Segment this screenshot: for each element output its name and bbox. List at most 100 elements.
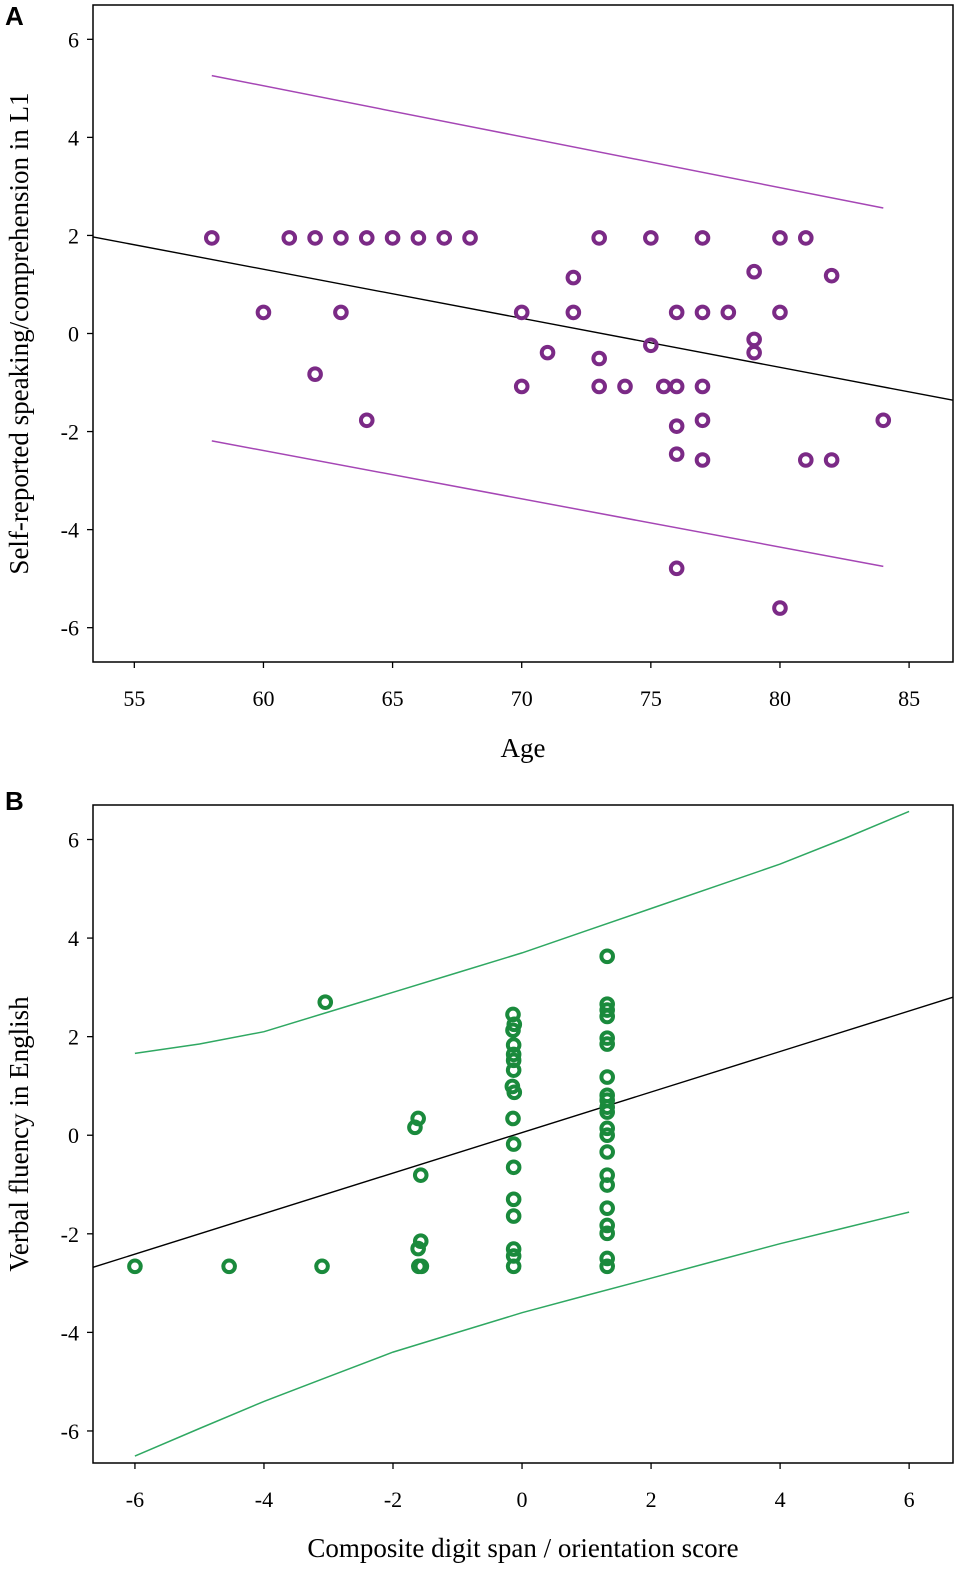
data-point <box>599 1069 615 1085</box>
data-point <box>599 1258 615 1275</box>
x-axis-label: Composite digit span / orientation score <box>307 1533 738 1563</box>
data-point <box>358 412 375 429</box>
data-point <box>720 304 737 321</box>
data-point <box>599 1120 615 1137</box>
data-point <box>333 304 349 321</box>
plot-frame <box>92 804 954 1464</box>
data-point <box>617 378 633 395</box>
regression-line <box>92 996 954 1268</box>
data-point <box>599 1127 615 1144</box>
lower-prediction-band <box>211 440 884 568</box>
data-point <box>505 1159 522 1176</box>
data-point <box>384 230 401 246</box>
data-point <box>413 1258 430 1275</box>
upper-prediction-band <box>211 74 884 209</box>
data-point <box>599 1217 615 1234</box>
x-tick-label: 55 <box>123 686 145 711</box>
data-point <box>314 1258 330 1275</box>
data-point <box>505 1208 522 1224</box>
y-tick-label: 6 <box>68 828 79 853</box>
data-point <box>694 378 711 395</box>
data-point <box>407 1119 423 1136</box>
data-point <box>505 1191 522 1208</box>
data-point <box>307 230 323 246</box>
data-point <box>410 1240 426 1257</box>
data-point <box>772 600 788 616</box>
x-tick-label: 4 <box>775 1487 786 1512</box>
data-point <box>599 1002 615 1018</box>
data-point <box>772 230 788 246</box>
data-point <box>668 378 685 395</box>
data-point <box>668 304 685 321</box>
data-point <box>655 378 672 395</box>
data-point <box>333 230 349 246</box>
data-point <box>599 1250 615 1267</box>
data-point <box>505 1241 522 1257</box>
data-point <box>317 994 334 1010</box>
x-tick-label: 65 <box>382 686 404 711</box>
data-point <box>565 304 582 321</box>
data-point <box>307 366 323 382</box>
data-point <box>281 230 298 246</box>
data-point <box>823 452 840 468</box>
x-tick-label: 2 <box>646 1487 657 1512</box>
data-point <box>591 378 607 395</box>
y-axis-label: Verbal fluency in English <box>4 996 34 1272</box>
data-point <box>797 230 814 246</box>
data-point <box>599 1144 615 1160</box>
data-point <box>505 1258 522 1275</box>
data-point <box>513 378 530 395</box>
panel-label: A <box>5 1 24 31</box>
data-point <box>694 452 711 468</box>
data-point <box>505 1046 522 1063</box>
data-point <box>599 1225 615 1242</box>
y-tick-label: 4 <box>68 125 79 150</box>
data-point <box>565 269 582 286</box>
data-point <box>643 337 659 354</box>
x-tick-label: 75 <box>640 686 662 711</box>
x-tick-label: 6 <box>904 1487 915 1512</box>
data-point <box>746 344 762 361</box>
lower-prediction-band <box>134 1211 910 1457</box>
y-tick-label: 2 <box>68 1025 79 1050</box>
x-tick-label: 0 <box>517 1487 528 1512</box>
data-point <box>505 1062 522 1078</box>
data-point <box>668 418 685 434</box>
data-point <box>539 344 556 361</box>
data-point <box>221 1258 237 1275</box>
x-tick-label: -4 <box>255 1487 273 1512</box>
chart-panel-a: A 55 60 65 70 75 80 85 -6 -4 -2 0 2 4 6 Age Self-reporte… <box>4 1 954 763</box>
data-point <box>591 230 607 246</box>
y-tick-label: 0 <box>68 322 79 347</box>
data-point <box>410 230 427 246</box>
data-point <box>591 350 607 367</box>
data-point <box>599 1177 615 1193</box>
data-point <box>668 446 685 462</box>
x-tick-label: 85 <box>898 686 920 711</box>
data-point <box>694 304 711 321</box>
data-point <box>746 263 762 280</box>
x-tick-label: 80 <box>769 686 791 711</box>
data-point <box>505 1037 522 1053</box>
data-point <box>462 230 478 246</box>
data-point <box>358 230 375 246</box>
data-point <box>599 1200 615 1216</box>
plot-frame <box>92 4 954 663</box>
y-tick-label: -6 <box>61 616 79 641</box>
y-tick-label: 0 <box>68 1123 79 1148</box>
y-tick-label: -4 <box>61 1320 79 1345</box>
data-point <box>823 267 840 284</box>
data-point <box>505 1136 522 1152</box>
y-tick-label: -6 <box>61 1419 79 1444</box>
data-point <box>412 1167 429 1183</box>
data-point <box>643 230 659 246</box>
data-point <box>668 560 685 577</box>
y-tick-label: 2 <box>68 223 79 248</box>
data-point <box>127 1258 143 1275</box>
x-tick-label: -6 <box>126 1487 144 1512</box>
x-tick-label: -2 <box>384 1487 402 1512</box>
y-tick-label: -4 <box>61 518 79 543</box>
y-axis-label: Self-reported speaking/comprehension in … <box>4 92 34 574</box>
data-point <box>772 304 788 321</box>
data-point <box>436 230 453 246</box>
